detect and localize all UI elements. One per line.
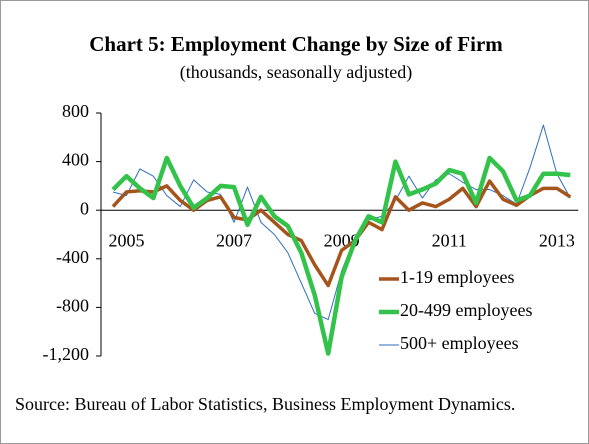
series-line (111, 179, 572, 288)
y-tick-label: 0 (80, 198, 89, 218)
legend-label: 500+ employees (400, 333, 519, 353)
series-line (112, 124, 571, 321)
x-tick-label: 2011 (432, 230, 467, 250)
legend-label: 1-19 employees (400, 267, 514, 287)
y-tick-label: -800 (56, 296, 89, 316)
chart-title: Chart 5: Employment Change by Size of Fi… (89, 32, 503, 56)
x-tick-label: 2005 (108, 230, 144, 250)
y-tick-label: -1,200 (43, 344, 90, 364)
x-tick-label: 2013 (539, 230, 575, 250)
source-note: Source: Bureau of Labor Statistics, Busi… (15, 394, 516, 414)
chart-subtitle: (thousands, seasonally adjusted) (180, 62, 412, 83)
x-tick-label: 2007 (216, 230, 252, 250)
legend-label: 20-499 employees (400, 300, 532, 320)
y-tick-label: -400 (56, 247, 89, 267)
series-line (111, 155, 571, 356)
y-tick-label: 400 (62, 150, 89, 170)
y-tick-label: 800 (62, 101, 89, 121)
